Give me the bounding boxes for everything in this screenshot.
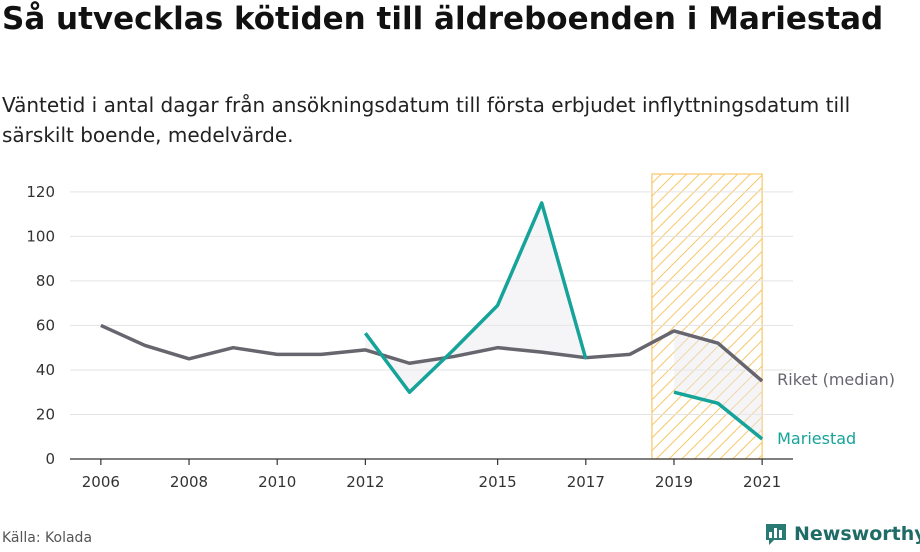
mariestad-line: [363, 201, 588, 394]
chart-title: Så utvecklas kötiden till äldreboenden i…: [2, 1, 884, 37]
y-tick-label: 80: [36, 272, 55, 290]
series-label-riket: Riket (median): [777, 370, 895, 389]
newsworthy-logo: Newsworthy: [764, 520, 920, 548]
x-tick-label: 2012: [346, 473, 384, 491]
highlight-period: [651, 173, 763, 460]
y-tick-label: 20: [36, 405, 55, 423]
x-tick-label: 2017: [567, 473, 605, 491]
y-tick-label: 100: [26, 227, 55, 245]
y-tick-label: 40: [36, 361, 55, 379]
y-tick-label: 60: [36, 316, 55, 334]
x-tick-label: 2019: [655, 473, 693, 491]
chart-subtitle: Väntetid i antal dagar från ansökningsda…: [2, 93, 851, 147]
bar-chart-icon: [766, 524, 786, 545]
x-tick-label: 2008: [170, 473, 208, 491]
difference-area: [365, 202, 586, 393]
series-label-mariestad: Mariestad: [777, 429, 856, 448]
riket-line: [100, 323, 764, 383]
x-tick-label: 2015: [479, 473, 517, 491]
line-chart: 0 20 40 60 80 100 120 2006 2008 2010 2012 2015 2017 2…: [26, 173, 895, 491]
brand-name: Newsworthy: [794, 523, 920, 545]
x-tick-label: 2006: [82, 473, 120, 491]
y-tick-label: 0: [45, 450, 55, 468]
x-tick-label: 2010: [258, 473, 296, 491]
y-tick-label: 120: [26, 183, 55, 201]
difference-area: [673, 330, 763, 439]
mariestad-line: [673, 390, 764, 441]
source-note: Källa: Kolada: [2, 530, 93, 546]
x-tick-label: 2021: [743, 473, 781, 491]
